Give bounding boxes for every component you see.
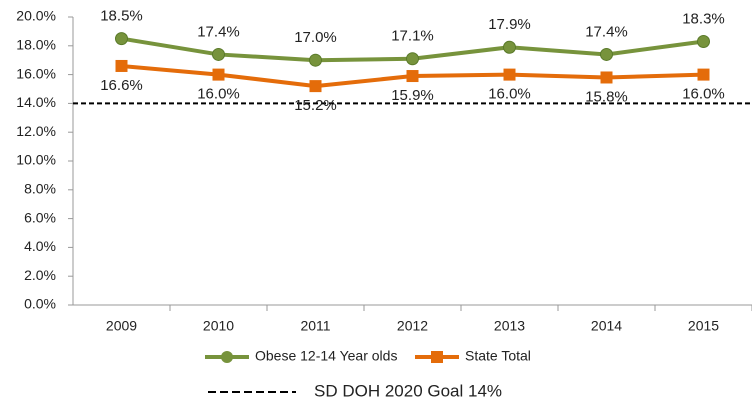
x-tick-label: 2011 — [300, 318, 330, 334]
point — [600, 47, 613, 61]
data-label: 15.2% — [294, 97, 337, 114]
point — [212, 68, 225, 81]
y-tick-label: 2.0% — [24, 267, 56, 283]
y-tick-label: 8.0% — [24, 181, 56, 197]
legend-goal-label: SD DOH 2020 Goal 14% — [314, 381, 502, 400]
data-label: 15.9% — [391, 87, 434, 104]
point — [115, 59, 128, 72]
point — [503, 68, 516, 81]
y-tick-label: 6.0% — [24, 209, 56, 225]
legend-label: Obese 12-14 Year olds — [255, 348, 397, 364]
data-label: 15.8% — [585, 88, 628, 105]
data-label: 18.3% — [682, 10, 725, 27]
data-label: 17.0% — [294, 29, 337, 46]
data-label: 18.5% — [100, 8, 143, 25]
y-tick-label: 4.0% — [24, 238, 56, 254]
x-tick-label: 2015 — [688, 318, 719, 334]
point — [697, 34, 710, 48]
y-tick-label: 12.0% — [16, 123, 56, 139]
legend-marker — [431, 351, 443, 363]
point — [600, 71, 613, 84]
data-label: 16.0% — [682, 86, 725, 103]
x-tick-label: 2013 — [494, 318, 525, 334]
point — [309, 53, 322, 67]
point — [406, 70, 419, 83]
point — [697, 68, 710, 81]
data-label: 17.4% — [197, 23, 240, 40]
legend-label: State Total — [465, 348, 531, 364]
y-tick-label: 14.0% — [16, 94, 56, 110]
y-tick-label: 18.0% — [16, 37, 56, 53]
y-tick-label: 20.0% — [16, 8, 56, 24]
data-label: 17.9% — [488, 16, 531, 33]
x-tick-label: 2009 — [106, 318, 137, 334]
data-label: 16.0% — [197, 86, 240, 103]
data-label: 16.0% — [488, 86, 531, 103]
point — [406, 52, 419, 66]
x-tick-label: 2014 — [591, 318, 622, 334]
data-label: 17.1% — [391, 28, 434, 45]
y-tick-label: 0.0% — [24, 296, 56, 312]
data-label: 17.4% — [585, 23, 628, 40]
point — [212, 47, 225, 61]
x-tick-label: 2010 — [203, 318, 234, 334]
point — [115, 32, 128, 46]
point — [503, 40, 516, 54]
data-label: 16.6% — [100, 77, 143, 94]
y-tick-label: 10.0% — [16, 152, 56, 168]
point — [309, 80, 322, 93]
y-tick-label: 16.0% — [16, 65, 56, 81]
x-tick-label: 2012 — [397, 318, 428, 334]
legend-marker — [221, 351, 233, 363]
